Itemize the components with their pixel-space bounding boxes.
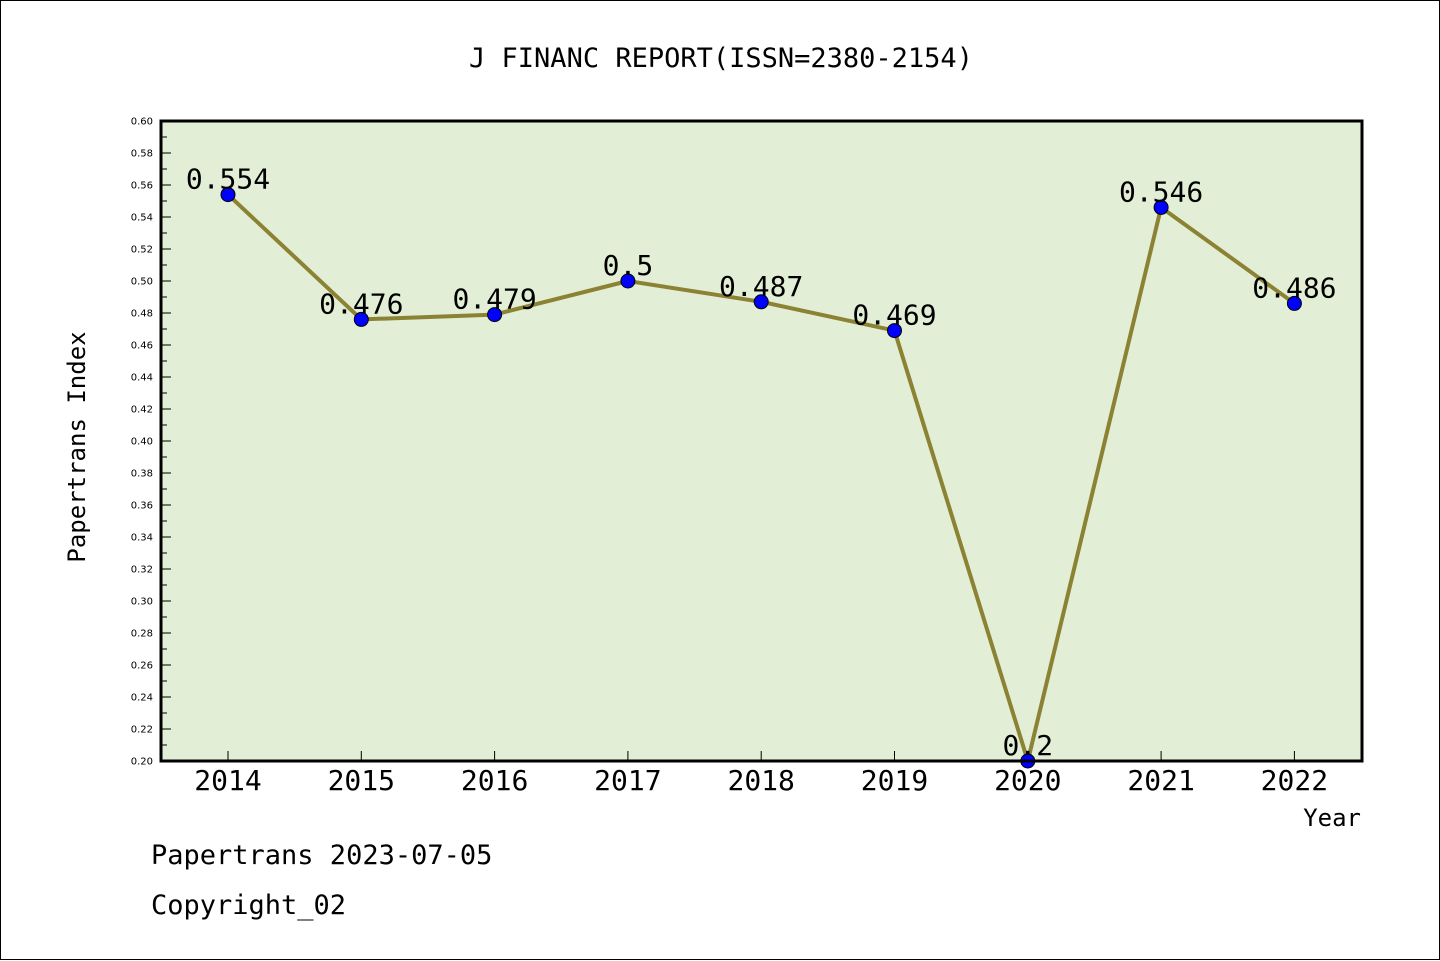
data-label: 0.479 <box>452 283 536 316</box>
plot-area <box>161 121 1362 761</box>
data-label: 0.546 <box>1119 175 1203 208</box>
y-tick-label: 0.56 <box>131 181 153 192</box>
y-tick-label: 0.30 <box>131 597 153 608</box>
y-tick-label: 0.36 <box>131 501 153 512</box>
x-tick-label: 2022 <box>1261 764 1328 797</box>
y-tick-label: 0.20 <box>131 757 153 768</box>
y-tick-label: 0.24 <box>131 693 153 704</box>
x-tick-label: 2019 <box>861 764 928 797</box>
data-point <box>353 311 369 327</box>
y-tick-label: 0.22 <box>131 725 153 736</box>
footer-date: Papertrans 2023-07-05 <box>151 840 492 871</box>
data-point <box>753 294 769 310</box>
y-tick-label: 0.42 <box>131 405 153 416</box>
data-labels-group: 0.554 0.476 0.479 0.5 0.487 0.469 0.2 0.546 0.48… <box>186 163 1337 762</box>
y-tick-label: 0.54 <box>131 213 153 224</box>
y-tick-label: 0.32 <box>131 565 153 576</box>
y-tick-label: 0.40 <box>131 437 153 448</box>
x-tick-label: 2020 <box>994 764 1061 797</box>
data-point <box>887 323 902 339</box>
y-tick-label: 0.26 <box>131 661 153 672</box>
y-tick-label: 0.44 <box>131 373 153 384</box>
data-point <box>1153 199 1169 215</box>
y-tick-label: 0.38 <box>131 469 153 480</box>
x-axis-ticks: 2014 2015 2016 2017 2018 2019 2020 2021 2022 <box>194 751 1328 797</box>
x-axis-label: Year <box>1303 804 1361 832</box>
plot-border <box>159 119 1364 763</box>
y-tick-label: 0.58 <box>131 149 153 160</box>
x-tick-label: 2017 <box>594 764 661 797</box>
y-axis-label: Papertrans Index <box>63 331 91 562</box>
y-tick-label: 0.46 <box>131 341 153 352</box>
x-tick-label: 2016 <box>461 764 528 797</box>
data-point <box>487 307 503 323</box>
data-point <box>620 273 636 289</box>
x-tick-label: 2021 <box>1127 764 1194 797</box>
x-tick-label: 2015 <box>328 764 395 797</box>
chart-title: J FINANC REPORT(ISSN=2380-2154) <box>469 43 973 74</box>
y-tick-label: 0.34 <box>131 533 153 544</box>
y-tick-label: 0.48 <box>131 309 153 320</box>
data-label: 0.2 <box>1003 729 1054 762</box>
x-tick-label: 2018 <box>727 764 794 797</box>
data-point <box>220 187 236 203</box>
y-tick-label: 0.60 <box>131 117 153 128</box>
y-tick-label: 0.50 <box>131 277 153 288</box>
data-point <box>1286 295 1302 311</box>
data-label: 0.487 <box>719 270 803 303</box>
y-axis-ticks: 0.20 0.22 0.24 0.26 0.28 0.30 0.32 0.34 0.36 0.38… <box>131 117 171 768</box>
y-tick-label: 0.52 <box>131 245 153 256</box>
data-label: 0.554 <box>186 163 270 196</box>
y-tick-label: 0.28 <box>131 629 153 640</box>
data-label: 0.486 <box>1252 271 1336 304</box>
x-tick-label: 2014 <box>194 764 261 797</box>
data-label: 0.476 <box>319 287 403 320</box>
data-label: 0.469 <box>852 299 936 332</box>
footer-copyright: Copyright_02 <box>151 890 346 921</box>
data-label: 0.5 <box>603 249 654 282</box>
